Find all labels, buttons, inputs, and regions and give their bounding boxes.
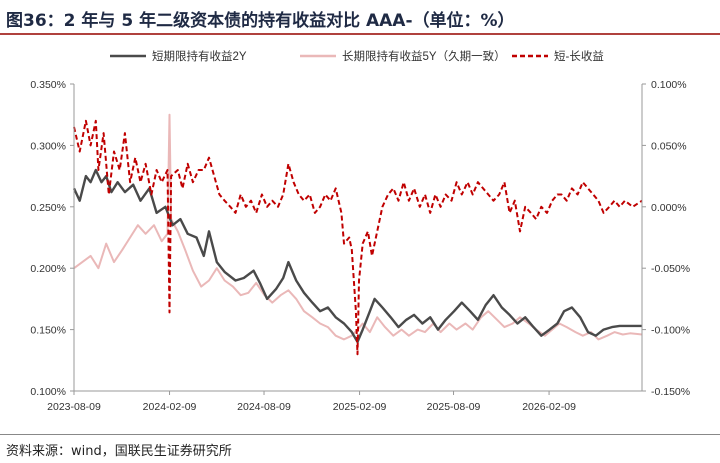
figure-title: 图36：2 年与 5 年二级资本债的持有收益对比 AAA-（单位：%） (6, 11, 515, 31)
y-right-tick-label: 0.000% (651, 202, 687, 214)
y-right-tick-label: 0.100% (651, 79, 687, 91)
y-right-tick-label: -0.100% (651, 325, 690, 337)
title-rule (0, 33, 720, 35)
line-chart: 0.100% 0.150% 0.200% 0.250% 0.300% 0.350% -0.1… (30, 49, 690, 413)
legend-label: 短-长收益 (554, 49, 604, 63)
series-line-spread (73, 119, 643, 356)
y-left-tick-label: 0.300% (30, 140, 66, 152)
y-left-tick-label: 0.200% (30, 263, 66, 275)
y-right-tick-label: -0.050% (651, 263, 690, 275)
y-left-tick-label: 0.350% (30, 79, 66, 91)
y-right-tick-label: -0.150% (651, 386, 690, 398)
y-left-tick-label: 0.250% (30, 202, 66, 214)
source-note: 资料来源：wind，国联民生证券研究所 (6, 444, 232, 459)
series-line-short-2y (72, 168, 642, 344)
x-tick-label: 2023-08-09 (47, 401, 101, 413)
x-tick-label: 2024-02-09 (143, 401, 197, 413)
y-left-tick-label: 0.100% (30, 386, 66, 398)
source-rule (0, 434, 720, 435)
x-tick-label: 2025-02-09 (333, 401, 387, 413)
x-tick-label: 2024-08-09 (237, 401, 291, 413)
x-tick-label: 2026-02-09 (522, 401, 576, 413)
y-right-tick-label: 0.050% (651, 140, 687, 152)
legend-label: 短期限持有收益2Y (152, 49, 247, 63)
legend-label: 长期限持有收益5Y（久期一致） (342, 49, 506, 63)
x-tick-label: 2025-08-09 (427, 401, 481, 413)
y-left-tick-label: 0.150% (30, 325, 66, 337)
